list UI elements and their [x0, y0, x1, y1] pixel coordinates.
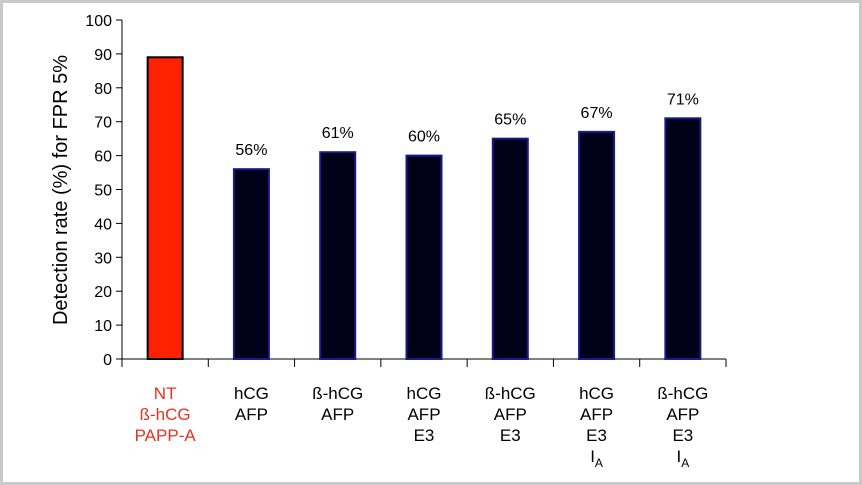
y-tick-label: 50: [94, 183, 112, 200]
category-label: hCG: [407, 384, 442, 403]
category-label-text: E3: [672, 426, 693, 445]
y-tick-label: 20: [94, 284, 112, 301]
bars: [146, 56, 702, 360]
category-label: IA: [676, 447, 689, 470]
category-label-text: E3: [500, 426, 521, 445]
category-label-text: ß-hCG: [485, 384, 536, 403]
category-label: ß-hCG: [657, 384, 708, 403]
bar: [405, 154, 443, 360]
data-label: 65%: [494, 112, 526, 129]
category-label-text: AFP: [666, 405, 699, 424]
category-label: E3: [414, 426, 435, 445]
y-tick-label: 70: [94, 115, 112, 132]
y-axis: 0 10 20 30 40 50 60 70 80 90 100: [85, 13, 123, 369]
data-label: 60%: [408, 129, 440, 146]
bar: [491, 137, 529, 360]
data-label: 61%: [322, 125, 354, 142]
category-label-subscript: A: [681, 456, 689, 470]
category-label: NT: [154, 384, 177, 403]
category-label-text: I: [590, 447, 595, 466]
category-label-text: PAPP-A: [135, 426, 197, 445]
category-label-text: ß-hCG: [140, 405, 191, 424]
y-tick-label: 80: [94, 81, 112, 98]
y-tick-label: 100: [85, 13, 112, 30]
category-label-text: E3: [414, 426, 435, 445]
category-label: ß-hCG: [140, 405, 191, 424]
category-label: hCG: [579, 384, 614, 403]
category-label: E3: [586, 426, 607, 445]
category-labels: NT ß-hCG PAPP-A hCG AFP ß-hCG AFP hCG AFP E3 ß-hCG…: [135, 384, 709, 470]
category-label: IA: [590, 447, 603, 470]
category-label-text: AFP: [580, 405, 613, 424]
category-label-text: E3: [586, 426, 607, 445]
y-axis-label: Detection rate (%) for FPR 5%: [50, 55, 72, 325]
category-label-text: ß-hCG: [657, 384, 708, 403]
category-label: hCG: [234, 384, 269, 403]
category-label: PAPP-A: [135, 426, 197, 445]
category-label: AFP: [666, 405, 699, 424]
category-label: AFP: [494, 405, 527, 424]
category-label-text: AFP: [321, 405, 354, 424]
bar: [146, 56, 184, 360]
category-label-text: NT: [154, 384, 177, 403]
category-label: E3: [672, 426, 693, 445]
y-tick-label: 0: [103, 352, 112, 369]
category-label: AFP: [580, 405, 613, 424]
category-label: AFP: [407, 405, 440, 424]
bar: [232, 168, 270, 360]
category-label: AFP: [321, 405, 354, 424]
bar: [319, 151, 357, 360]
x-axis: [121, 358, 727, 367]
category-label-text: ß-hCG: [312, 384, 363, 403]
category-label: E3: [500, 426, 521, 445]
y-tick-label: 40: [94, 216, 112, 233]
bar: [578, 130, 616, 360]
category-label-text: hCG: [234, 384, 269, 403]
category-label-text: I: [676, 447, 681, 466]
bar: [664, 117, 702, 360]
category-label-text: hCG: [579, 384, 614, 403]
y-tick-label: 90: [94, 47, 112, 64]
y-tick-label: 10: [94, 318, 112, 335]
category-label: ß-hCG: [485, 384, 536, 403]
category-label-subscript: A: [595, 456, 603, 470]
category-label-text: AFP: [494, 405, 527, 424]
data-label: 71%: [667, 91, 699, 108]
y-tick-label: 30: [94, 250, 112, 267]
category-label-text: hCG: [407, 384, 442, 403]
data-label: 67%: [581, 105, 613, 122]
category-label: ß-hCG: [312, 384, 363, 403]
data-label: 56%: [235, 142, 267, 159]
category-label-text: AFP: [407, 405, 440, 424]
category-label-text: AFP: [235, 405, 268, 424]
y-tick-label: 60: [94, 149, 112, 166]
data-labels: 56% 61% 60% 65% 67% 71%: [235, 91, 698, 159]
category-label: AFP: [235, 405, 268, 424]
